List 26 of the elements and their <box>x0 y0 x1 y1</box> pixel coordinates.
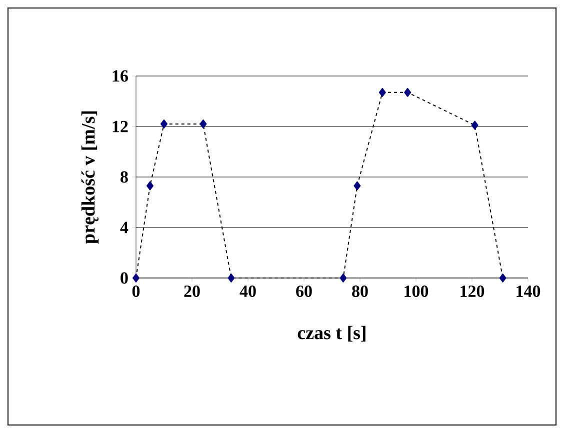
point <box>471 120 478 130</box>
point <box>499 273 506 282</box>
x-tick-label: 40 <box>240 286 256 297</box>
y-tick-label: 8 <box>120 171 128 183</box>
x-axis-title: czas t [s] <box>298 326 366 342</box>
y-axis-title: prędkość v [m/s] <box>81 111 99 244</box>
x-tick-label: 20 <box>184 286 200 297</box>
y-tick-label: 0 <box>120 272 128 284</box>
point <box>132 273 140 282</box>
y-tick-label: 12 <box>112 120 128 132</box>
point <box>404 88 412 97</box>
point <box>378 88 386 97</box>
point <box>200 119 207 128</box>
x-tick-label: 120 <box>460 286 484 297</box>
x-tick-label: 100 <box>404 286 428 297</box>
point <box>354 181 361 190</box>
x-tick-label: 80 <box>352 286 368 297</box>
x-tick-label: 60 <box>296 286 312 297</box>
y-tick-label: 4 <box>120 222 128 234</box>
point <box>160 119 168 128</box>
point <box>146 181 154 190</box>
point <box>340 273 347 282</box>
point <box>228 273 235 282</box>
y-tick-label: 16 <box>112 70 128 82</box>
x-tick-label: 140 <box>516 286 540 297</box>
x-tick-label: 0 <box>132 286 140 297</box>
